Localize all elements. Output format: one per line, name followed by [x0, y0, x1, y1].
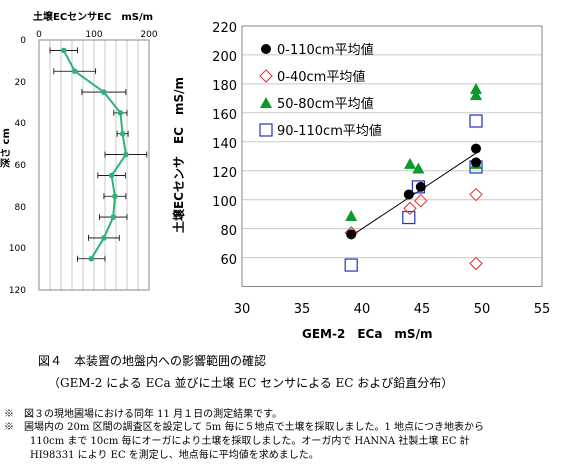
right-y-tick-6: 180: [212, 79, 237, 94]
depth-profile-chart: 土壌ECセンサEC mS/m 0 100 200 0 20 40 60 80 1…: [0, 10, 158, 296]
left-y-tick-1: 20: [15, 78, 27, 88]
depth-profile-point: [119, 130, 126, 137]
left-plot-frame: [38, 39, 150, 291]
note-line-1: ※ 図３の現地圃場における同年 11 月１日の測定結果です。: [4, 409, 283, 420]
left-y-axis-label: 深さ cm: [0, 128, 12, 168]
legend-label: 0-40cm平均値: [277, 69, 365, 85]
right-x-tick-4: 50: [474, 302, 491, 317]
depth-profile-point: [123, 151, 129, 158]
left-y-tick-5: 100: [9, 244, 26, 254]
legend-label: 50-80cm平均値: [277, 96, 374, 112]
right-x-tick-0: 30: [234, 302, 251, 317]
depth-profile-point: [108, 172, 115, 179]
diamond-point: [469, 187, 483, 202]
note-line-4: HI98331 により EC を測定し、地点毎に平均値を求めました。: [30, 450, 319, 461]
depth-profile-point: [88, 255, 95, 262]
figure-subtitle: （GEM-2 による ECa 並びに土壌 EC センサによる EC および鉛直分…: [48, 376, 454, 390]
right-plot-frame: [241, 25, 543, 287]
left-x-tick-0: 0: [36, 30, 42, 40]
legend-marker-triangle: [260, 97, 272, 108]
legend-marker-diamond: [259, 69, 273, 83]
left-y-tick-0: 0: [20, 36, 26, 46]
diamond-point: [403, 201, 417, 216]
depth-profile-point: [101, 235, 107, 241]
circle-point: [415, 181, 426, 192]
left-y-tick-4: 80: [15, 203, 27, 213]
note-line-2: ※ 圃場内の 20m 区間の調査区を設定して 5m 毎に５地点で土壌を採取しまし…: [4, 422, 485, 433]
triangle-point: [345, 210, 358, 222]
circle-point: [346, 229, 357, 240]
legend-label: 0-110cm平均値: [277, 42, 374, 58]
note-line-3: 110cm まで 10cm 毎にオーガにより土壌を採取しました。オーガ内で HA…: [30, 436, 470, 447]
legend-marker-circle: [261, 44, 271, 54]
triangle-point: [470, 82, 482, 94]
legend-marker-square: [259, 123, 273, 137]
right-y-tick-8: 220: [212, 21, 237, 36]
figure-title: 図４ 本装置の地盤内への影響範囲の確認: [38, 354, 267, 368]
right-x-tick-3: 45: [414, 302, 431, 317]
depth-profile-point: [71, 68, 78, 75]
right-y-tick-4: 140: [212, 137, 237, 152]
diamond-point: [469, 256, 483, 271]
right-y-tick-0: 60: [220, 253, 237, 268]
triangle-point: [404, 157, 416, 169]
right-x-axis-label: GEM-2 ECa mS/m: [302, 327, 432, 341]
left-y-tick-2: 40: [15, 119, 27, 129]
right-y-axis-label: 土壌ECセンサ EC mS/m: [171, 77, 186, 233]
right-x-tick-5: 55: [534, 302, 551, 317]
right-y-tick-1: 80: [220, 224, 237, 239]
right-y-tick-5: 160: [212, 108, 237, 123]
right-y-tick-3: 120: [212, 166, 237, 181]
circle-point: [403, 189, 414, 200]
left-x-tick-2: 200: [140, 30, 157, 40]
triangle-point: [470, 88, 482, 100]
right-y-tick-2: 100: [212, 195, 237, 210]
left-y-tick-6: 120: [9, 286, 26, 296]
legend-label: 90-110cm平均値: [277, 123, 382, 139]
left-y-tick-3: 60: [15, 161, 27, 171]
depth-profile-point: [101, 89, 107, 95]
right-x-tick-1: 35: [294, 302, 311, 317]
right-gridlines: [242, 25, 542, 287]
right-y-tick-7: 200: [212, 50, 237, 65]
square-point: [402, 210, 416, 225]
right-x-tick-2: 40: [354, 302, 371, 317]
triangle-point: [412, 162, 425, 174]
left-series-group: [49, 47, 148, 262]
circle-point: [471, 143, 481, 154]
right-legend: 0-110cm平均値 0-40cm平均値 50-80cm平均値 90-110cm平均値: [259, 42, 382, 139]
circle-point: [471, 157, 481, 168]
square-point: [344, 258, 358, 272]
square-point: [469, 114, 483, 128]
depth-profile-point: [117, 110, 124, 116]
depth-profile-point: [110, 214, 117, 220]
correlation-chart: 60 80 100 120 140 160 180 200 220 30 35 …: [171, 21, 551, 341]
depth-profile-point: [60, 47, 67, 54]
depth-profile-point: [112, 193, 118, 200]
diamond-point: [414, 193, 428, 208]
left-x-tick-1: 100: [85, 30, 102, 40]
right-series-group: [344, 82, 483, 272]
left-chart-title: 土壌ECセンサEC mS/m: [33, 10, 153, 23]
